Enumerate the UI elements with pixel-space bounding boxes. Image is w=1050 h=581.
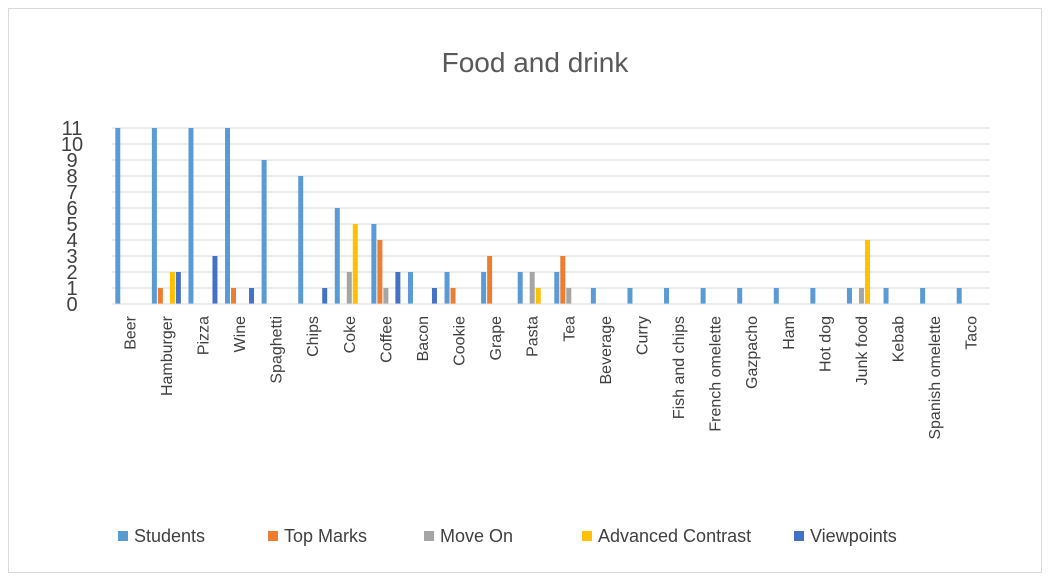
bar-top-marks-grape [487, 256, 493, 304]
bar-students-coffee [371, 224, 377, 304]
legend-swatch [118, 531, 128, 541]
bar-students-coke [334, 208, 340, 304]
x-category-label: Gazpacho [744, 316, 761, 389]
bar-advanced-contrast-junk-food [864, 240, 870, 304]
bar-move-on-coffee [383, 288, 389, 304]
bar-top-marks-wine [231, 288, 237, 304]
y-tick-label: 1 [66, 278, 77, 300]
y-tick-label: 6 [66, 198, 77, 220]
y-tick-label: 8 [66, 166, 77, 188]
x-category-label: French omelette [708, 316, 725, 432]
bars [115, 128, 962, 304]
bar-students-junk-food [846, 288, 852, 304]
legend-label: Move On [440, 526, 513, 546]
bar-students-wine [225, 128, 231, 304]
legend-swatch [424, 531, 434, 541]
bar-students-spaghetti [261, 160, 267, 304]
legend-label: Top Marks [284, 526, 367, 546]
bar-top-marks-tea [560, 256, 566, 304]
x-category-label: Taco [964, 316, 981, 350]
bar-viewpoints-coffee [395, 272, 401, 304]
bar-students-taco [956, 288, 962, 304]
x-category-label: Coffee [378, 316, 395, 363]
legend-label: Advanced Contrast [598, 526, 751, 546]
legend: Students Top Marks Move On Advanced Contras… [118, 526, 897, 546]
bar-top-marks-hamburger [157, 288, 163, 304]
legend-swatch [794, 531, 804, 541]
bar-viewpoints-hamburger [175, 272, 181, 304]
bar-students-hamburger [151, 128, 157, 304]
bar-students-pizza [188, 128, 194, 304]
bar-students-spanish-omelette [920, 288, 926, 304]
bar-students-bacon [407, 272, 413, 304]
x-category-label: Beer [122, 315, 139, 349]
bar-viewpoints-bacon [431, 288, 437, 304]
bar-students-pasta [517, 272, 523, 304]
x-category-label: Hamburger [159, 315, 176, 396]
bar-move-on-pasta [529, 272, 535, 304]
y-tick-label: 11 [62, 118, 83, 140]
bar-students-french-omelette [700, 288, 706, 304]
y-tick-label: 3 [66, 246, 77, 268]
x-category-label: Curry [634, 316, 651, 355]
gridlines [112, 127, 990, 305]
bar-viewpoints-wine [249, 288, 255, 304]
bar-students-cookie [444, 272, 450, 304]
bar-students-kebab [883, 288, 889, 304]
bar-students-hot-dog [810, 288, 816, 304]
y-tick-label: 4 [66, 230, 77, 252]
x-category-label: Grape [488, 316, 505, 361]
x-category-label: Chips [305, 316, 322, 357]
y-tick-label: 2 [66, 262, 77, 284]
x-category-label: Cookie [452, 316, 469, 366]
x-category-label: Pasta [525, 316, 542, 357]
bar-students-grape [481, 272, 487, 304]
x-category-label: Spaghetti [269, 316, 286, 384]
bar-move-on-junk-food [858, 288, 864, 304]
bar-top-marks-coffee [377, 240, 383, 304]
x-axis: Beer Hamburger Pizza Wine Spaghetti Chips Coke… [112, 303, 990, 440]
legend-swatch [268, 531, 278, 541]
x-category-label: Junk food [854, 316, 871, 385]
bar-students-gazpacho [737, 288, 743, 304]
y-tick-label: 5 [66, 214, 77, 236]
bar-students-ham [773, 288, 779, 304]
x-category-label: Wine [232, 316, 249, 353]
y-tick-label: 9 [66, 150, 77, 172]
bar-advanced-contrast-hamburger [169, 272, 175, 304]
chart-title: Food and drink [442, 47, 630, 78]
bar-students-curry [627, 288, 633, 304]
legend-swatch [582, 531, 592, 541]
bar-advanced-contrast-pasta [535, 288, 541, 304]
x-category-label: Ham [781, 316, 798, 350]
bar-move-on-tea [566, 288, 572, 304]
x-category-label: Kebab [891, 316, 908, 362]
x-category-label: Bacon [415, 316, 432, 361]
bar-advanced-contrast-coke [352, 224, 358, 304]
bar-students-chips [298, 176, 304, 304]
bar-move-on-coke [346, 272, 352, 304]
bar-top-marks-cookie [450, 288, 456, 304]
legend-label: Viewpoints [810, 526, 897, 546]
y-tick-label: 10 [61, 134, 83, 156]
y-tick-label: 7 [66, 182, 77, 204]
bar-viewpoints-pizza [212, 256, 218, 304]
bar-students-tea [554, 272, 560, 304]
x-category-label: Spanish omelette [927, 316, 944, 440]
x-category-label: Fish and chips [671, 316, 688, 419]
bar-viewpoints-chips [322, 288, 328, 304]
x-category-label: Tea [561, 316, 578, 342]
x-category-label: Coke [342, 316, 359, 353]
legend-label: Students [134, 526, 205, 546]
x-category-label: Hot dog [817, 316, 834, 372]
bar-students-beverage [590, 288, 596, 304]
y-tick-label: 0 [66, 294, 77, 316]
bar-students-fish-and-chips [664, 288, 670, 304]
bar-students-beer [115, 128, 121, 304]
x-category-label: Beverage [598, 316, 615, 385]
x-category-label: Pizza [195, 316, 212, 355]
